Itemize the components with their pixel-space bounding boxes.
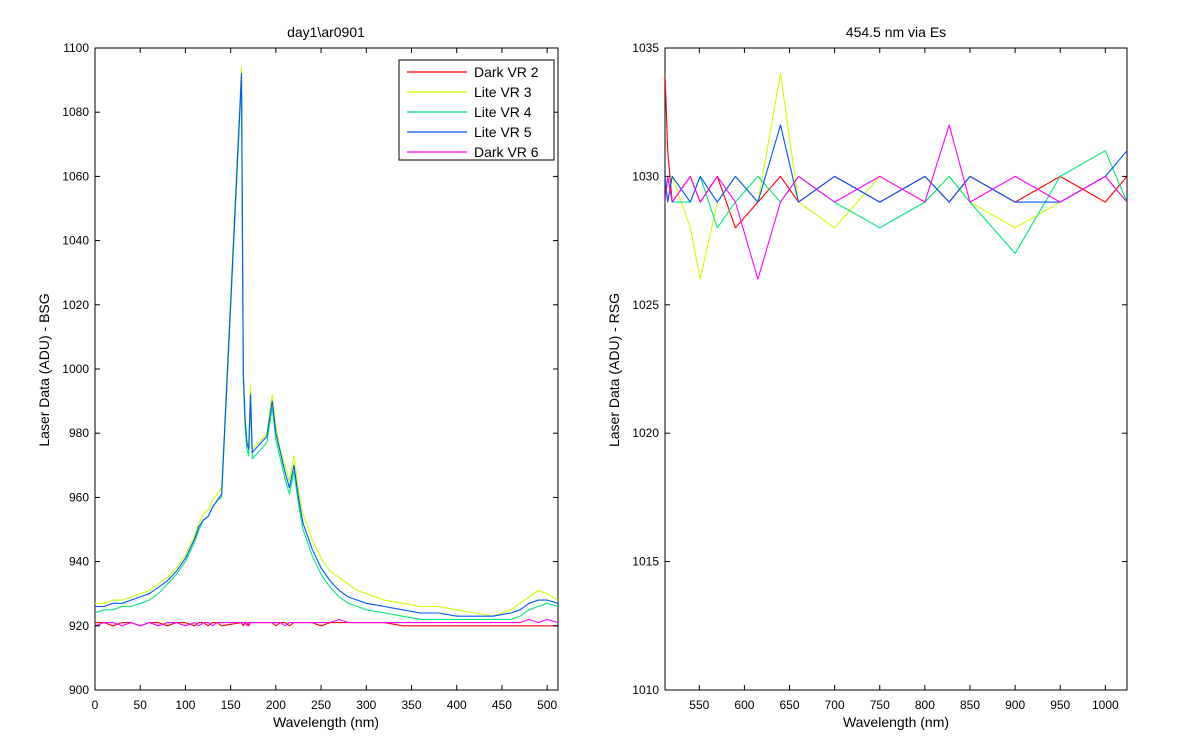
x-tick-label: 150	[221, 698, 241, 712]
legend-label: Lite VR 5	[474, 124, 532, 140]
x-tick-label: 700	[825, 698, 845, 712]
x-tick-label: 0	[92, 698, 99, 712]
legend-label: Dark VR 6	[474, 144, 539, 160]
y-tick-label: 1015	[632, 555, 659, 569]
series-group	[95, 66, 558, 627]
y-tick-label: 1020	[632, 426, 659, 440]
y-tick-label: 900	[69, 683, 89, 697]
chart-title: day1\ar0901	[287, 24, 365, 40]
x-tick-label: 250	[311, 698, 331, 712]
y-tick-label: 1000	[62, 362, 89, 376]
plot-frame	[664, 47, 1128, 691]
series-line-3	[95, 79, 558, 620]
plot-area: 550 600 650 700 750 800 850 900 950 1000 1010 1015 1…	[632, 41, 1128, 712]
x-tick-label: 800	[915, 698, 935, 712]
chart-right: 454.5 nm via Es 550 600 650 700 750 800 850 900…	[606, 24, 1128, 730]
series-line-4	[95, 73, 558, 617]
legend-label: Dark VR 2	[474, 64, 539, 80]
x-tick-label: 50	[134, 698, 148, 712]
x-tick-label: 200	[266, 698, 286, 712]
legend-box	[398, 59, 555, 161]
plot-area: 0 50 100 150 200 250 300 350 400 450 500 900 920 940 9…	[62, 41, 559, 712]
y-tick-label: 1020	[62, 298, 89, 312]
y-tick-label: 1100	[63, 41, 89, 55]
x-tick-label: 550	[689, 698, 709, 712]
legend-label: Lite VR 3	[474, 84, 532, 100]
series-line-5	[95, 618, 558, 627]
y-tick-label: 920	[69, 619, 89, 633]
chart-title: 454.5 nm via Es	[846, 24, 946, 40]
chart-left: day1\ar0901 0 50 100 150 200 250 300 350 400 450 5…	[36, 24, 559, 730]
y-tick-label: 1060	[62, 169, 89, 183]
x-tick-label: 950	[1050, 698, 1070, 712]
y-tick-label: 980	[69, 426, 89, 440]
y-axis-label: Laser Data (ADU) - BSG	[36, 293, 52, 446]
y-tick-label: 1080	[62, 105, 89, 119]
x-tick-label: 850	[960, 698, 980, 712]
x-tick-label: 500	[537, 698, 557, 712]
x-axis-label: Wavelength (nm)	[273, 714, 379, 730]
y-tick-label: 940	[69, 555, 89, 569]
x-tick-label: 300	[356, 698, 376, 712]
series-group	[665, 73, 1127, 280]
x-tick-label: 450	[492, 698, 512, 712]
y-tick-label: 1035	[632, 41, 659, 55]
y-tick-label: 960	[69, 490, 89, 504]
legend-label: Lite VR 4	[474, 104, 532, 120]
x-tick-label: 400	[447, 698, 467, 712]
y-tick-label: 1040	[62, 234, 89, 248]
y-tick-label: 1010	[632, 683, 659, 697]
series-line-5	[665, 124, 1127, 280]
y-axis-label: Laser Data (ADU) - RSG	[606, 293, 622, 447]
x-tick-label: 100	[175, 698, 195, 712]
x-tick-label: 900	[1005, 698, 1025, 712]
y-tick-label: 1030	[632, 169, 659, 183]
x-tick-label: 1000	[1092, 698, 1119, 712]
legend: Dark VR 2 Lite VR 3 Lite VR 4 Lite VR 5 Dark…	[398, 59, 555, 161]
x-tick-label: 600	[734, 698, 754, 712]
x-tick-label: 350	[401, 698, 421, 712]
series-line-4	[665, 124, 1127, 203]
series-line-2	[95, 66, 558, 617]
y-tick-label: 1025	[632, 298, 659, 312]
x-axis-label: Wavelength (nm)	[843, 714, 949, 730]
x-tick-label: 650	[780, 698, 800, 712]
x-tick-label: 750	[870, 698, 890, 712]
